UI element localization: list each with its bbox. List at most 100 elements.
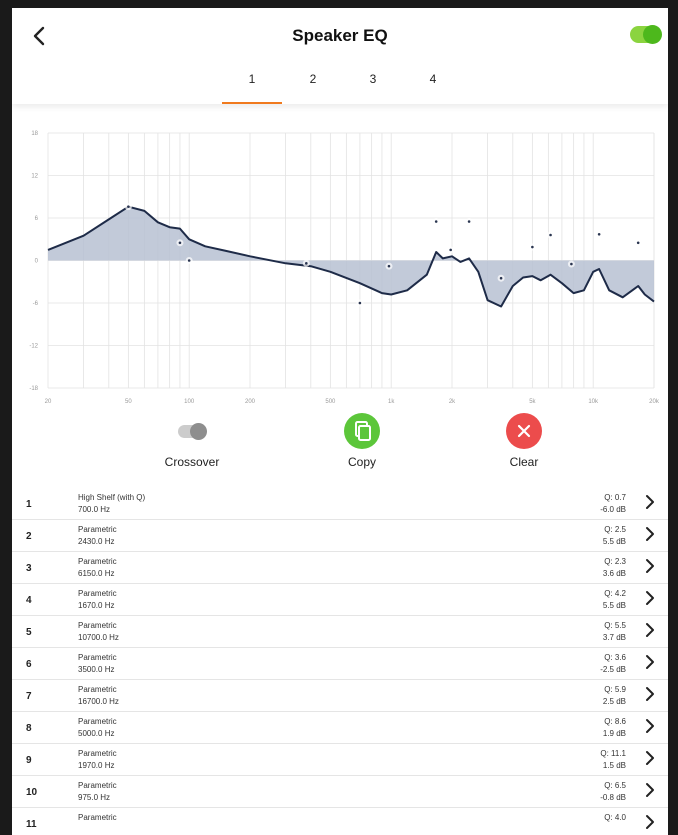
preset-tabs: 1 2 3 4 xyxy=(12,68,668,104)
band-number: 2 xyxy=(26,531,32,542)
copy-label: Copy xyxy=(347,455,376,469)
x-tick-label: 500 xyxy=(325,399,336,405)
band-gain: -6.0 dB xyxy=(600,505,626,514)
chevron-right-icon[interactable] xyxy=(644,654,656,675)
filter-handle xyxy=(547,231,555,239)
band-row[interactable]: 2 Parametric 2430.0 Hz Q: 2.5 5.5 dB xyxy=(12,520,668,552)
header: Speaker EQ 1 2 3 4 xyxy=(12,8,668,104)
band-frequency: 6150.0 Hz xyxy=(78,569,115,578)
tab-label: 3 xyxy=(369,72,377,86)
band-row[interactable]: 10 Parametric 975.0 Hz Q: 6.5 -0.8 dB xyxy=(12,776,668,808)
band-row[interactable]: 11 Parametric Q: 4.0 xyxy=(12,808,668,835)
response-curve xyxy=(47,205,655,308)
x-tick-label: 20k xyxy=(649,399,660,405)
band-row[interactable]: 5 Parametric 10700.0 Hz Q: 5.5 3.7 dB xyxy=(12,616,668,648)
band-row[interactable]: 7 Parametric 16700.0 Hz Q: 5.9 2.5 dB xyxy=(12,680,668,712)
x-tick-label: 20 xyxy=(45,399,52,405)
band-number: 10 xyxy=(26,787,38,798)
band-gain: -0.8 dB xyxy=(600,793,626,802)
chevron-right-icon[interactable] xyxy=(644,622,656,643)
band-row[interactable]: 4 Parametric 1670.0 Hz Q: 4.2 5.5 dB xyxy=(12,584,668,616)
x-tick-label: 2k xyxy=(449,399,456,405)
band-gain: 5.5 dB xyxy=(602,601,626,610)
band-type: Parametric xyxy=(78,653,117,662)
band-type: Parametric xyxy=(78,717,117,726)
filter-handle xyxy=(385,262,393,270)
chevron-right-icon[interactable] xyxy=(644,494,656,515)
filter-handle xyxy=(447,246,455,254)
band-frequency: 975.0 Hz xyxy=(78,793,111,802)
band-number: 1 xyxy=(26,499,32,510)
band-q: Q: 6.5 xyxy=(604,781,626,790)
band-type: Parametric xyxy=(78,557,117,566)
clear-button[interactable] xyxy=(506,413,542,449)
band-frequency: 1670.0 Hz xyxy=(78,601,115,610)
y-tick-label: -6 xyxy=(33,301,39,307)
band-type: Parametric xyxy=(78,589,117,598)
band-frequency: 2430.0 Hz xyxy=(78,537,115,546)
filter-handle xyxy=(302,259,310,267)
crossover-label: Crossover xyxy=(164,455,220,469)
chevron-right-icon[interactable] xyxy=(644,686,656,707)
chevron-left-icon[interactable] xyxy=(26,22,54,50)
band-frequency: 1970.0 Hz xyxy=(78,761,115,770)
crossover-toggle[interactable] xyxy=(178,423,207,440)
chevron-right-icon[interactable] xyxy=(644,750,656,771)
tab-label: 4 xyxy=(429,72,437,86)
band-row[interactable]: 6 Parametric 3500.0 Hz Q: 3.6 -2.5 dB xyxy=(12,648,668,680)
band-row[interactable]: 1 High Shelf (with Q) 700.0 Hz Q: 0.7 -6.0 d… xyxy=(12,488,668,520)
copy-button[interactable] xyxy=(344,413,380,449)
tab-4[interactable]: 4 xyxy=(403,72,463,104)
band-row[interactable]: 3 Parametric 6150.0 Hz Q: 2.3 3.6 dB xyxy=(12,552,668,584)
filter-handle xyxy=(497,274,505,282)
filter-handle xyxy=(356,299,364,307)
y-tick-label: 18 xyxy=(31,131,38,137)
y-tick-label: -18 xyxy=(29,386,38,392)
band-q: Q: 5.9 xyxy=(604,685,626,694)
band-row[interactable]: 8 Parametric 5000.0 Hz Q: 8.6 1.9 dB xyxy=(12,712,668,744)
chevron-right-icon[interactable] xyxy=(644,526,656,547)
band-number: 5 xyxy=(26,627,32,638)
copy-icon xyxy=(355,421,371,441)
y-tick-label: 6 xyxy=(35,216,39,222)
x-tick-label: 5k xyxy=(529,399,536,405)
band-gain: 3.6 dB xyxy=(602,569,626,578)
band-q: Q: 4.0 xyxy=(604,813,626,822)
tab-label: 1 xyxy=(248,72,256,86)
band-gain: 5.5 dB xyxy=(602,537,626,546)
band-frequency: 10700.0 Hz xyxy=(78,633,119,642)
band-list: 1 High Shelf (with Q) 700.0 Hz Q: 0.7 -6.0 d… xyxy=(12,488,668,835)
chevron-right-icon[interactable] xyxy=(644,814,656,835)
filter-handle xyxy=(176,239,184,247)
chevron-right-icon[interactable] xyxy=(644,718,656,739)
band-frequency: 700.0 Hz xyxy=(78,505,111,514)
band-frequency: 16700.0 Hz xyxy=(78,697,119,706)
tab-3[interactable]: 3 xyxy=(343,72,403,104)
band-q: Q: 0.7 xyxy=(604,493,626,502)
chevron-right-icon[interactable] xyxy=(644,558,656,579)
tab-2[interactable]: 2 xyxy=(283,72,343,104)
band-gain: 3.7 dB xyxy=(602,633,626,642)
action-bar: Crossover Copy Clear xyxy=(12,413,668,483)
page-title: Speaker EQ xyxy=(292,26,388,45)
response-area xyxy=(48,206,654,307)
eq-chart[interactable]: 18 12 6 0 -6 -12 -18 20 50 100 200 500 1k 2k 5k 10k 20k xyxy=(12,116,668,406)
tab-1[interactable]: 1 xyxy=(222,72,282,104)
band-number: 4 xyxy=(26,595,32,606)
band-frequency: 3500.0 Hz xyxy=(78,665,115,674)
tab-label: 2 xyxy=(309,72,317,86)
filter-handle xyxy=(567,260,575,268)
band-gain: 2.5 dB xyxy=(602,697,626,706)
y-tick-label: 12 xyxy=(31,174,38,180)
chevron-right-icon[interactable] xyxy=(644,590,656,611)
band-number: 8 xyxy=(26,723,32,734)
clear-control: Clear xyxy=(474,413,574,483)
copy-control: Copy xyxy=(312,413,412,483)
x-tick-label: 1k xyxy=(388,399,395,405)
band-type: Parametric xyxy=(78,813,117,822)
eq-enable-toggle[interactable] xyxy=(630,25,662,44)
filter-handle xyxy=(465,218,473,226)
filter-handle xyxy=(528,243,536,251)
chevron-right-icon[interactable] xyxy=(644,782,656,803)
band-row[interactable]: 9 Parametric 1970.0 Hz Q: 11.1 1.5 dB xyxy=(12,744,668,776)
